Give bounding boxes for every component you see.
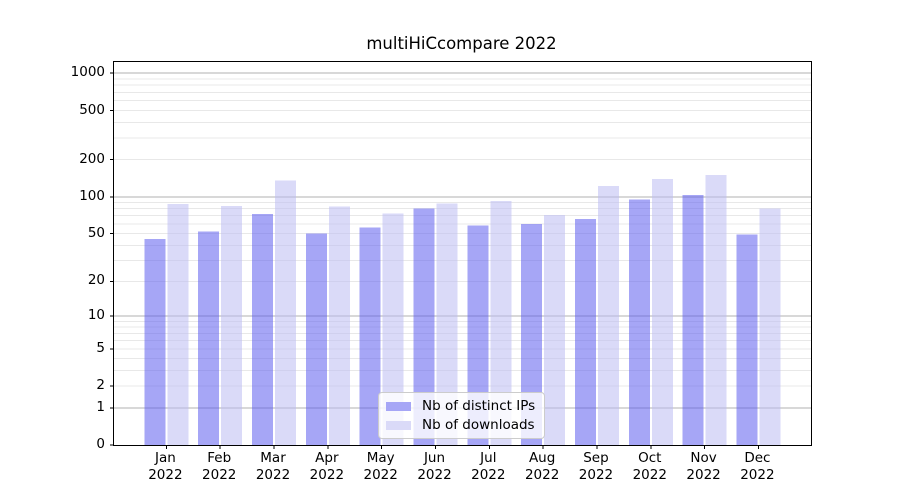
bar-downloads-apr	[328, 206, 350, 445]
bar-ips-aug	[521, 223, 543, 445]
bar-ips-feb	[198, 231, 220, 445]
bar-ips-nov	[682, 195, 704, 445]
bar-downloads-may	[382, 213, 404, 445]
bar-ips-mar	[252, 214, 274, 445]
legend-swatch-downloads	[386, 420, 411, 430]
legend-item-distinct-ips: Nb of distinct IPs	[386, 398, 535, 414]
bar-downloads-jan	[167, 204, 189, 445]
x-tick-label-dec: Dec 2022	[740, 450, 775, 483]
x-tick-label-oct: Oct 2022	[632, 450, 667, 483]
plot-area: Nb of distinct IPs Nb of downloads	[110, 61, 812, 449]
y-tick-label: 100	[79, 187, 105, 204]
y-tick-label: 1000	[70, 64, 105, 81]
bar-ips-oct	[628, 199, 650, 445]
bar-downloads-feb	[221, 206, 243, 445]
legend-item-downloads: Nb of downloads	[386, 417, 535, 433]
x-tick-label-jan: Jan 2022	[148, 450, 183, 483]
chart-title: multiHiCcompare 2022	[366, 34, 557, 53]
x-tick-label-mar: Mar 2022	[255, 450, 291, 483]
x-tick-label-jun: Jun 2022	[417, 450, 452, 483]
bar-downloads-jun	[436, 203, 458, 445]
x-tick-label-apr: Apr 2022	[309, 450, 345, 483]
y-tick-label: 5	[96, 339, 105, 356]
bar-downloads-nov	[705, 175, 727, 445]
bar-chart-canvas	[110, 72, 811, 449]
y-tick-label: 1	[96, 398, 105, 415]
y-tick-label: 10	[87, 307, 105, 324]
legend-swatch-distinct-ips	[386, 401, 411, 411]
x-tick-label-sep: Sep 2022	[578, 450, 614, 483]
bar-ips-jan	[144, 239, 166, 445]
legend-label-distinct-ips: Nb of distinct IPs	[422, 398, 536, 414]
x-tick-label-jul: Jul 2022	[471, 450, 506, 483]
y-tick-label: 500	[79, 101, 105, 118]
x-tick-label-feb: Feb 2022	[202, 450, 237, 483]
y-tick-label: 50	[87, 224, 105, 241]
x-tick-label-nov: Nov 2022	[686, 450, 721, 483]
legend-label-downloads: Nb of downloads	[422, 417, 535, 433]
bar-ips-may	[359, 227, 381, 445]
bar-ips-jun	[413, 208, 435, 445]
y-tick-label: 20	[87, 272, 105, 289]
bar-downloads-oct	[651, 178, 673, 446]
bar-ips-jul	[467, 225, 489, 445]
bar-ips-dec	[736, 234, 758, 445]
x-tick-label-aug: Aug 2022	[524, 450, 560, 483]
bar-downloads-sep	[597, 186, 619, 445]
bar-downloads-dec	[759, 208, 781, 445]
y-tick-label: 2	[96, 377, 105, 394]
bar-downloads-mar	[275, 180, 297, 445]
bar-ips-apr	[305, 233, 327, 445]
bar-ips-sep	[574, 218, 596, 445]
legend: Nb of distinct IPs Nb of downloads	[378, 392, 546, 439]
x-tick-label-may: May 2022	[363, 450, 398, 483]
y-tick-label: 0	[96, 436, 105, 452]
bar-downloads-jul	[490, 201, 512, 445]
y-tick-label: 200	[79, 150, 105, 167]
bar-downloads-aug	[544, 214, 566, 445]
